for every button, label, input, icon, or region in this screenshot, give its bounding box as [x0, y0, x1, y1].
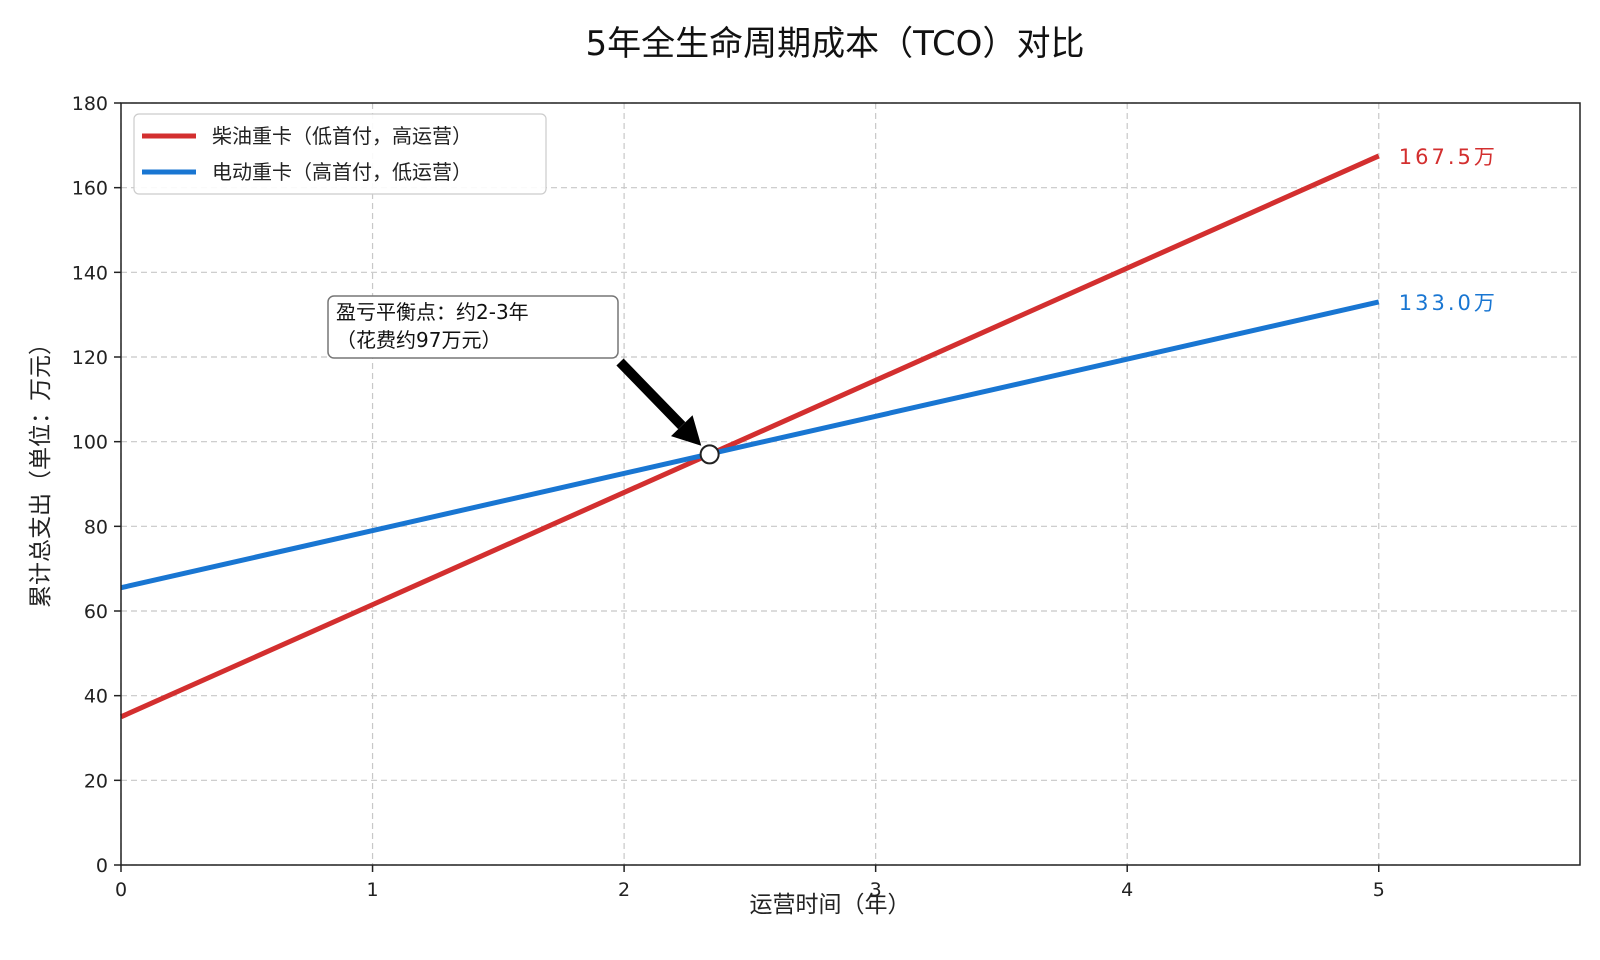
- y-tick-label: 140: [72, 262, 108, 284]
- annotation-box: [327, 295, 619, 359]
- grid-lines: [120, 102, 1580, 866]
- annotation-arrow-head: [671, 415, 702, 446]
- x-tick-label: 2: [618, 879, 630, 901]
- breakeven-annotation: 盈亏平衡点：约2-3年 （花费约97万元）: [327, 295, 720, 465]
- chart-title: 5年全生命周期成本（TCO）对比: [586, 24, 1085, 64]
- y-tick-label: 100: [72, 432, 108, 454]
- series-end-labels: 167.5万 133.0万: [1399, 145, 1498, 315]
- y-tick-label: 120: [72, 347, 108, 369]
- annotation-text-line2: （花费约97万元）: [336, 328, 501, 352]
- y-axis-label: 累计总支出（单位：万元）: [28, 332, 54, 608]
- x-axis-ticks: 0 1 2 3 4 5: [115, 865, 1385, 901]
- end-label-electric: 133.0万: [1399, 291, 1498, 315]
- y-tick-label: 60: [84, 601, 108, 623]
- y-tick-label: 160: [72, 178, 108, 200]
- y-axis-ticks: 0 20 40 60 80 100 120 140 160 180: [72, 93, 121, 877]
- series-line-electric: [120, 299, 1380, 591]
- x-tick-label: 3: [870, 879, 882, 901]
- y-tick-label: 0: [96, 855, 108, 877]
- legend: 柴油重卡（低首付，高运营） 电动重卡（高首付，低运营）: [133, 113, 547, 195]
- annotation-text-line1: 盈亏平衡点：约2-3年: [336, 300, 529, 324]
- series-lines: [119, 153, 1380, 720]
- y-tick-label: 20: [84, 770, 108, 792]
- annotation-arrow-shaft: [616, 358, 686, 430]
- series-line-diesel: [119, 153, 1380, 720]
- y-tick-label: 40: [84, 686, 108, 708]
- legend-label-diesel: 柴油重卡（低首付，高运营）: [212, 124, 472, 148]
- y-tick-label: 180: [72, 93, 108, 115]
- plot-frame: [120, 102, 1581, 866]
- y-tick-label: 80: [84, 516, 108, 538]
- annotation-arrow: [616, 358, 702, 446]
- x-tick-label: 1: [367, 879, 379, 901]
- legend-label-electric: 电动重卡（高首付，低运营）: [212, 160, 472, 184]
- x-axis-label: 运营时间（年）: [750, 892, 911, 918]
- x-tick-label: 0: [115, 879, 127, 901]
- breakeven-point-marker: [699, 444, 720, 465]
- legend-box: [133, 113, 547, 195]
- x-tick-label: 4: [1121, 879, 1133, 901]
- x-tick-label: 5: [1373, 879, 1385, 901]
- end-label-diesel: 167.5万: [1399, 145, 1498, 169]
